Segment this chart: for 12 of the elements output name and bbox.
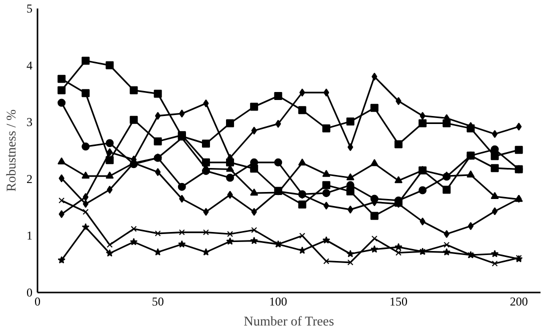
y-tick-label: 1: [26, 228, 32, 243]
x-tick-label: 200: [510, 294, 528, 308]
y-tick-label: 0: [26, 286, 32, 300]
x-tick-label: 50: [152, 294, 164, 308]
y-tick-label: 4: [26, 58, 32, 72]
x-tick-label: 150: [390, 294, 408, 308]
y-tick-label: 2: [26, 172, 32, 186]
y-axis-title: Robustness / %: [4, 109, 18, 192]
y-tick-label: 5: [26, 2, 32, 16]
x-axis-title: Number of Trees: [244, 314, 334, 328]
y-tick-label: 3: [26, 115, 32, 130]
x-tick-label: 100: [269, 294, 288, 308]
